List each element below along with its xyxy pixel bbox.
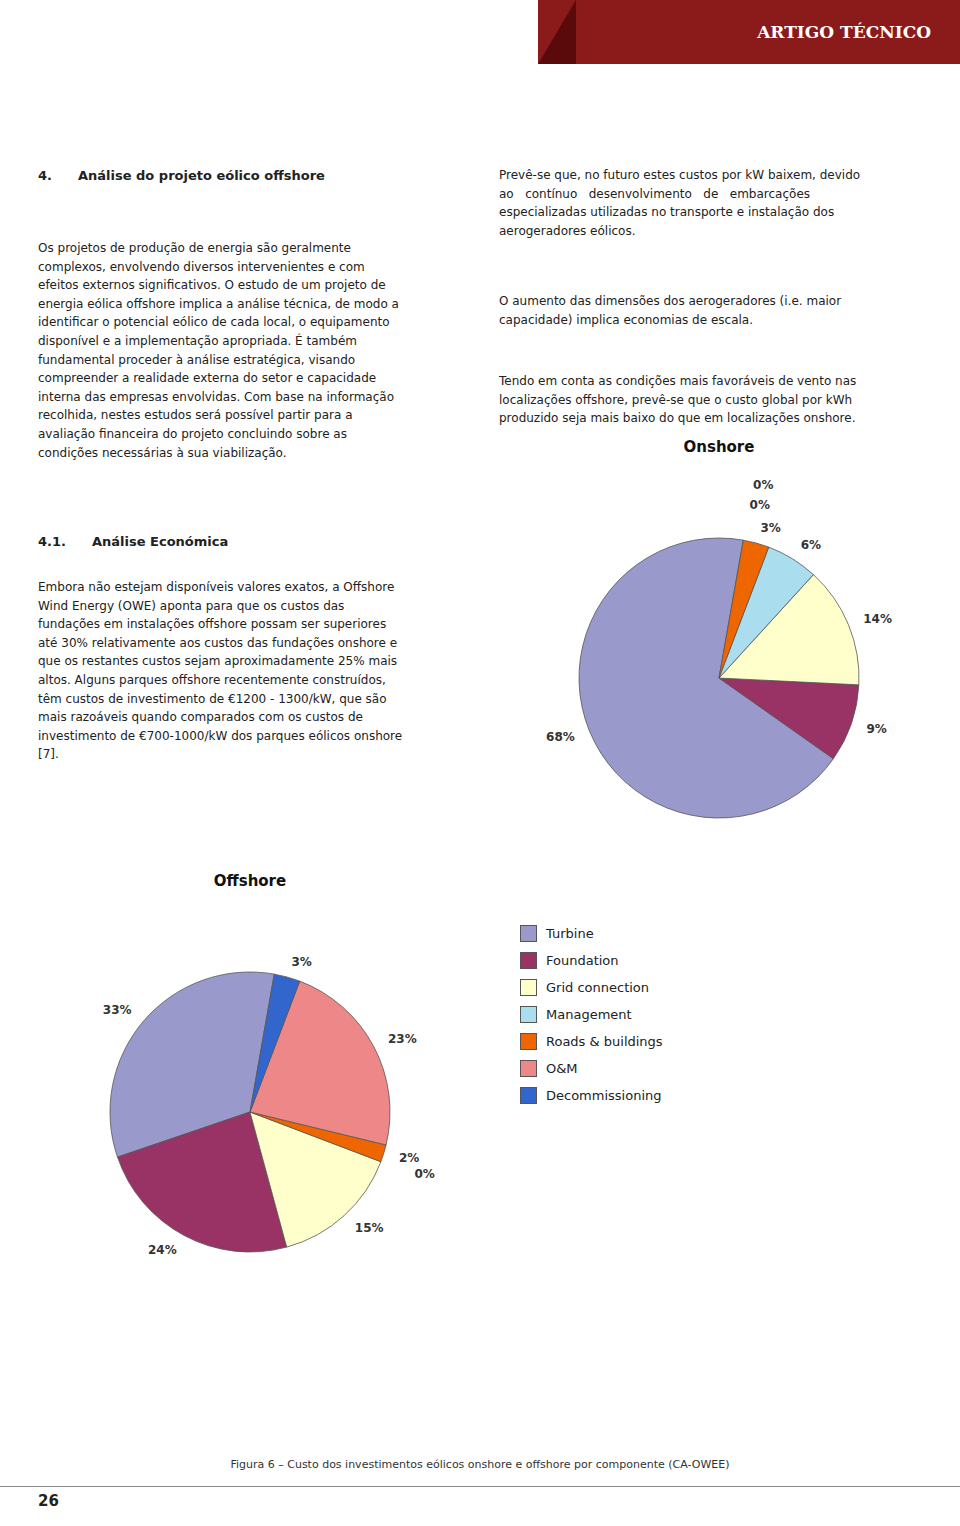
- svg-text:3%: 3%: [760, 521, 780, 535]
- svg-text:33%: 33%: [103, 1003, 132, 1017]
- html-text:Foundation: Foundation: [546, 953, 619, 968]
- svg-text:0%: 0%: [753, 478, 773, 492]
- svg-text:0%: 0%: [415, 1167, 435, 1181]
- svg-text:14%: 14%: [863, 612, 892, 626]
- html-text:O&M: O&M: [546, 1061, 578, 1076]
- html-text:Roads & buildings: Roads & buildings: [546, 1034, 663, 1049]
- html-text:4. Análise do projeto eólico o: 4. Análise do projeto eólico offshore: [38, 168, 325, 183]
- html-text:26: 26: [38, 1492, 59, 1510]
- html-text:Grid connection: Grid connection: [546, 980, 649, 995]
- svg-text:0%: 0%: [750, 498, 770, 512]
- html-text:4.1. Análise Económica: 4.1. Análise Económica: [38, 534, 229, 549]
- html-text:Os projetos de produção de ene: Os projetos de produção de energia são g…: [38, 241, 399, 460]
- svg-text:2%: 2%: [399, 1151, 419, 1165]
- html-text:Tendo em conta as condições ma: Tendo em conta as condições mais favoráv…: [499, 374, 857, 426]
- svg-text:15%: 15%: [355, 1221, 384, 1235]
- svg-text:9%: 9%: [867, 722, 887, 736]
- html-text:Figura 6 – Custo dos investime: Figura 6 – Custo dos investimentos eólic…: [230, 1458, 730, 1471]
- svg-text:6%: 6%: [801, 538, 821, 552]
- html-text:O aumento das dimensões dos ae: O aumento das dimensões dos aerogeradore…: [499, 294, 842, 327]
- html-text:Offshore: Offshore: [213, 872, 287, 890]
- svg-text:23%: 23%: [388, 1032, 417, 1046]
- svg-text:68%: 68%: [546, 730, 575, 744]
- svg-text:24%: 24%: [148, 1243, 177, 1257]
- html-text:Embora não estejam disponíveis: Embora não estejam disponíveis valores e…: [38, 580, 403, 762]
- html-text:Prevê-se que, no futuro estes: Prevê-se que, no futuro estes custos por…: [499, 168, 861, 238]
- html-text:ARTIGO TÉCNICO: ARTIGO TÉCNICO: [757, 22, 931, 42]
- svg-text:3%: 3%: [291, 955, 311, 969]
- html-text:Decommissioning: Decommissioning: [546, 1088, 662, 1103]
- html-text:Turbine: Turbine: [546, 926, 594, 941]
- html-text:Management: Management: [546, 1007, 632, 1022]
- html-text:Onshore: Onshore: [683, 438, 755, 456]
